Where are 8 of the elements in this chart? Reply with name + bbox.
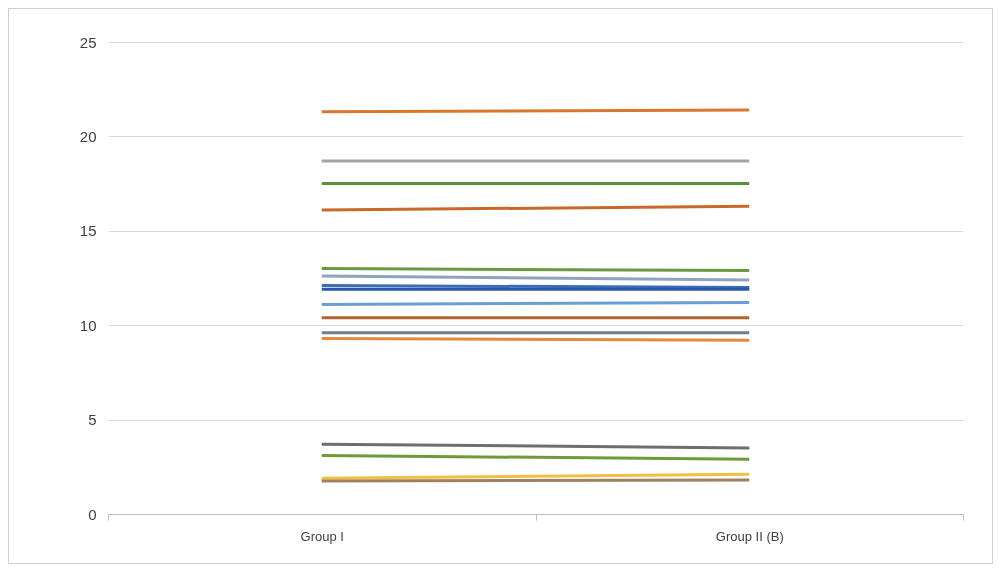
x-tick-label: Group I [300,528,344,544]
y-tick-label: 0 [88,505,97,523]
y-tick-label: 20 [79,127,97,145]
y-tick-label: 10 [79,316,97,334]
y-tick-label: 25 [79,33,97,51]
x-tick-label: Group II (B) [715,528,784,544]
y-tick-label: 5 [88,411,97,429]
y-tick-label: 15 [79,222,97,240]
